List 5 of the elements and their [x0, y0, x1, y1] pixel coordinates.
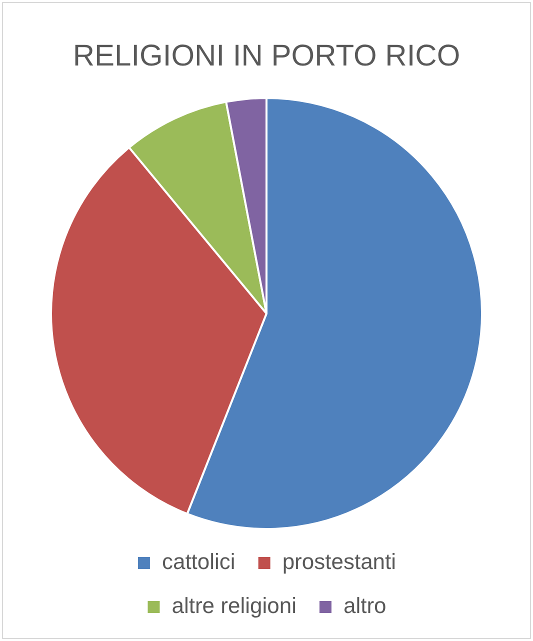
chart-title: RELIGIONI IN PORTO RICO [72, 39, 460, 72]
legend-label: prostestanti [282, 549, 396, 574]
legend-label: cattolici [162, 549, 236, 574]
legend-label: altre religioni [172, 593, 296, 618]
legend-label: altro [343, 593, 386, 618]
